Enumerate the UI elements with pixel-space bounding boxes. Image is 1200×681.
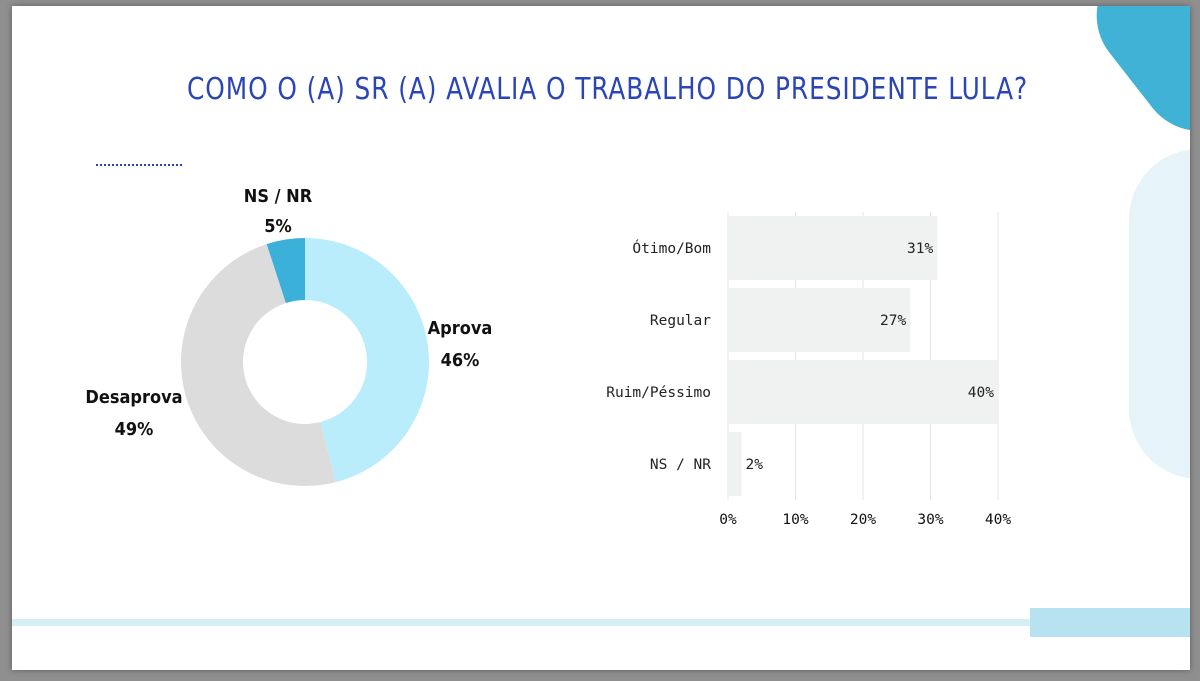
- category-label: Ótimo/Bom: [632, 239, 711, 257]
- donut-label-name-ns-nr: NS / NR: [244, 186, 313, 207]
- bar: [728, 432, 742, 496]
- bar-value-label: 2%: [746, 457, 764, 473]
- donut-label-value-aprova: 46%: [441, 350, 480, 371]
- bar-value-label: 27%: [880, 313, 906, 329]
- bar: [728, 360, 998, 424]
- x-tick-label: 10%: [782, 512, 808, 528]
- decorative-shape-right: [1129, 149, 1190, 479]
- bar-chart: Ótimo/Bom 31% Regular 27% Ruim/Péssimo 40% NS …: [606, 212, 1011, 528]
- donut-label-value-desaprova: 49%: [115, 419, 154, 440]
- x-tick-label: 30%: [917, 512, 943, 528]
- donut-chart: Aprova 46% Desaprova 49% NS / NR 5%: [85, 186, 493, 486]
- donut-slice-ns-nr: [266, 238, 305, 304]
- bar: [728, 288, 911, 352]
- x-tick-label: 0%: [719, 512, 737, 528]
- footer-line: [12, 619, 1130, 626]
- donut-label-value-ns-nr: 5%: [264, 216, 292, 237]
- footer-block: [1030, 608, 1190, 637]
- donut-label-name-aprova: Aprova: [428, 318, 493, 339]
- donut-label-name-desaprova: Desaprova: [85, 387, 182, 408]
- slide: COMO O (A) SR (A) AVALIA O TRABALHO DO P…: [12, 6, 1190, 670]
- bar-value-label: 31%: [907, 241, 933, 257]
- category-label: Ruim/Péssimo: [606, 385, 711, 401]
- bar: [728, 216, 938, 280]
- category-label: NS / NR: [650, 457, 711, 473]
- x-tick-label: 20%: [850, 512, 876, 528]
- dotted-divider: [96, 164, 182, 166]
- x-tick-label: 40%: [985, 512, 1011, 528]
- donut-slice-aprova: [305, 238, 429, 483]
- donut-slice-desaprova: [181, 244, 336, 486]
- category-label: Regular: [650, 313, 711, 329]
- bar-value-label: 40%: [968, 385, 994, 401]
